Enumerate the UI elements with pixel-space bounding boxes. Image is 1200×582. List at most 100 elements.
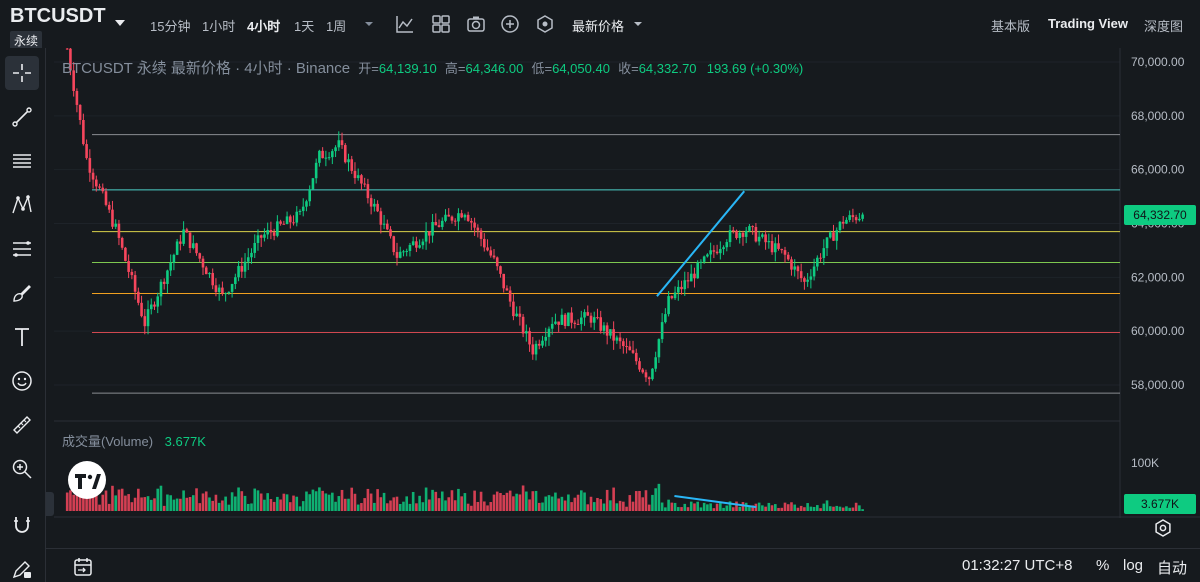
candle-body — [463, 214, 467, 218]
candle-body — [780, 248, 784, 251]
interval-1w[interactable]: 1周 — [326, 19, 347, 34]
candle-body — [557, 321, 560, 325]
view-basic[interactable]: 基本版 — [991, 19, 1031, 34]
candle-body — [82, 119, 85, 145]
volume-bar — [353, 493, 357, 511]
candle-body — [615, 337, 619, 341]
candle-body — [408, 244, 412, 251]
candle-body — [246, 257, 250, 262]
volume-bar — [440, 491, 444, 511]
volume-bar — [172, 499, 176, 511]
more-intervals-icon[interactable] — [358, 13, 380, 35]
trendline-tool[interactable] — [5, 100, 39, 134]
layout-icon[interactable] — [430, 13, 452, 35]
volume-bar — [583, 492, 586, 511]
horizontal-lines-tool[interactable] — [5, 144, 39, 178]
clock[interactable]: 01:32:27 UTC+8 — [962, 557, 1073, 574]
volume-bar — [214, 494, 218, 511]
measure-tool[interactable] — [5, 408, 39, 442]
candle-body — [363, 183, 366, 185]
volume-legend: 成交量(Volume) 3.677K — [62, 431, 206, 450]
candle-body — [521, 316, 525, 334]
trendlines[interactable] — [656, 190, 757, 509]
pattern-tool[interactable] — [5, 188, 39, 222]
volume-axis-label: 100K — [1131, 456, 1159, 470]
text-tool[interactable] — [5, 320, 39, 354]
volume-bar — [486, 505, 489, 511]
volume-bar — [567, 494, 570, 511]
volume-bar — [845, 506, 848, 511]
candle-body — [699, 261, 703, 263]
volume-bar — [98, 504, 101, 511]
symbol-dropdown-icon[interactable] — [115, 20, 125, 26]
candle-body — [790, 259, 793, 270]
candle-body — [580, 317, 583, 325]
toolbar-collapse-handle[interactable] — [46, 492, 54, 516]
candle-body — [709, 250, 712, 255]
zoom-tool[interactable] — [5, 452, 39, 486]
price-chart[interactable]: 70,000.0068,000.0066,000.0064,000.0062,0… — [54, 48, 1200, 518]
candle-body — [347, 159, 350, 163]
candle-body — [85, 144, 88, 159]
view-depth[interactable]: 深度图 — [1144, 19, 1184, 34]
log-scale-toggle[interactable]: log — [1123, 557, 1144, 574]
price-trendline[interactable] — [656, 190, 746, 297]
candle-body — [65, 48, 69, 50]
interval-15m[interactable]: 15分钟 — [150, 19, 191, 34]
volume-bar — [224, 496, 227, 511]
price-axis[interactable]: 70,000.0068,000.0066,000.0064,000.0062,0… — [1131, 55, 1185, 470]
view-tradingview[interactable]: Trading View — [1048, 16, 1128, 31]
volume-bar — [654, 488, 657, 511]
volume-bar — [596, 497, 599, 511]
candle-body — [838, 221, 842, 231]
axis-settings-icon[interactable] — [1153, 518, 1173, 538]
candle-body — [137, 291, 140, 303]
candle-body — [182, 229, 185, 244]
current-price-tag: 64,332.70 — [1124, 204, 1196, 225]
interval-4h[interactable]: 4小时 — [247, 19, 281, 34]
volume-bar — [812, 506, 816, 511]
volume-bar — [534, 490, 538, 511]
volume-bar — [473, 490, 476, 511]
candle-body — [75, 90, 79, 105]
crosshair-tool[interactable] — [5, 56, 39, 90]
brush-tool[interactable] — [5, 276, 39, 310]
magnet-tool[interactable] — [5, 508, 39, 542]
auto-scale-toggle[interactable]: 自动 — [1157, 560, 1188, 577]
volume-bar — [508, 490, 512, 511]
candle-body — [124, 247, 127, 261]
volume-bar — [738, 506, 742, 511]
camera-icon[interactable] — [465, 13, 487, 35]
emoji-tool[interactable] — [5, 364, 39, 398]
interval-1h[interactable]: 1小时 — [202, 19, 236, 34]
tradingview-logo[interactable] — [68, 461, 106, 499]
volume-bar — [541, 502, 544, 511]
volume-bar — [741, 502, 745, 511]
volume-bar — [230, 492, 234, 511]
candle-body — [156, 296, 160, 307]
volume-bar — [819, 508, 822, 511]
add-icon[interactable] — [499, 13, 521, 35]
candle-body — [327, 157, 331, 159]
volume-bar — [373, 502, 376, 511]
price-type-selector[interactable]: 最新价格 — [572, 19, 625, 34]
volume-bar — [65, 492, 69, 511]
settings-hex-icon[interactable] — [534, 13, 556, 35]
fibonacci-tool[interactable] — [5, 232, 39, 266]
volume-bar — [82, 491, 85, 511]
interval-1d[interactable]: 1天 — [294, 19, 315, 34]
volume-bar — [531, 491, 535, 511]
price-type-dropdown-icon[interactable] — [627, 13, 649, 35]
volume-bar — [137, 488, 140, 511]
date-range-icon[interactable] — [72, 556, 94, 578]
symbol-selector[interactable]: BTCUSDT — [10, 5, 106, 27]
percent-scale-toggle[interactable]: % — [1096, 557, 1110, 574]
fibonacci-icon — [13, 241, 31, 257]
lock-drawing-tool[interactable] — [5, 552, 39, 582]
indicators-icon[interactable] — [394, 13, 416, 35]
volume-bar — [133, 497, 137, 511]
candle-body — [402, 251, 405, 253]
volume-trendline[interactable] — [674, 495, 757, 509]
volume-bars — [65, 483, 864, 511]
volume-bar — [693, 503, 696, 511]
